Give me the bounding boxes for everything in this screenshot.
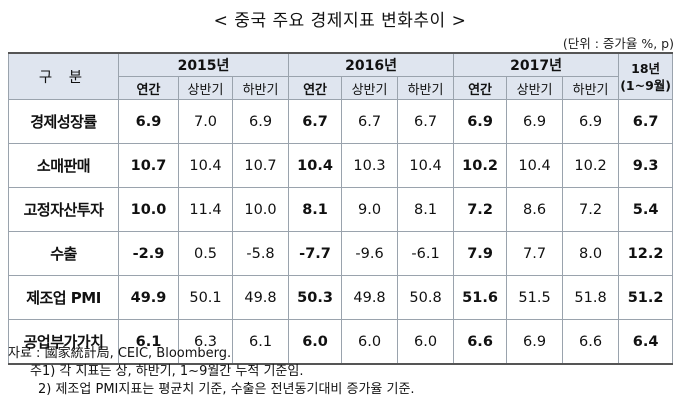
table-cell: 6.3 [178,319,233,365]
table-cell: 7.9 [453,231,508,276]
table-cell: 6.7 [288,99,343,144]
unit-label: (단위 : 증가율 %, p) [562,36,674,51]
header-year: 2017년 [453,52,620,77]
table-cell: 10.3 [341,143,399,188]
table-cell: 6.4 [618,319,674,365]
header-ytd-period: (1~9월) [620,77,671,93]
row-label: 고정자산투자 [8,187,119,232]
table-cell: 51.6 [453,275,508,320]
indicator-table: 구 분 2015년 2016년 2017년 18년 (1~9월) 연간 상반기 … [8,52,674,365]
table-cell: 10.7 [231,143,290,188]
table-cell: 6.6 [562,319,620,365]
table-cell: 49.8 [341,275,399,320]
table-row: 수출 -2.9 0.5 -5.8 -7.7 -9.6 -6.1 7.9 7.7 … [8,231,674,276]
table-cell: 10.4 [288,143,343,188]
table-cell: 49.8 [231,275,290,320]
header-first-half: 상반기 [178,76,233,100]
header-annual: 연간 [288,76,343,100]
table-cell: 7.2 [562,187,620,232]
table-cell: 50.3 [288,275,343,320]
table-cell: 8.0 [562,231,620,276]
table-cell: 7.0 [178,99,233,144]
table-cell: 9.3 [618,143,674,188]
table-cell: 6.7 [397,99,455,144]
table-cell: 6.9 [453,99,508,144]
table-cell: 6.9 [118,99,179,144]
table-cell: 50.1 [178,275,233,320]
source-note: 자료 : 國家統計局, CEIC, Bloomberg. [8,346,232,361]
table-cell: 6.6 [453,319,508,365]
table-cell: 50.8 [397,275,455,320]
table-cell: 6.7 [341,99,399,144]
header-first-half: 상반기 [341,76,399,100]
table-cell: 6.9 [506,319,564,365]
header-second-half: 하반기 [562,76,620,100]
table-cell: 12.2 [618,231,674,276]
header-row-periods: 연간 상반기 하반기 연간 상반기 하반기 연간 상반기 하반기 [9,76,673,100]
table-cell: 7.2 [453,187,508,232]
row-label: 공업부가가치 [8,319,119,365]
table-cell: 10.7 [118,143,179,188]
table-row: 고정자산투자 10.0 11.4 10.0 8.1 9.0 8.1 7.2 8.… [8,187,674,232]
table-cell: 51.2 [618,275,674,320]
table-cell: 6.0 [288,319,343,365]
table-cell: 10.2 [453,143,508,188]
table-cell: 6.0 [341,319,399,365]
header-year: 2015년 [117,52,290,77]
table-cell: 51.8 [562,275,620,320]
table-cell: 0.5 [178,231,233,276]
table-cell: 51.5 [506,275,564,320]
table-cell: 6.9 [506,99,564,144]
table-cell: 6.7 [618,99,674,144]
header-row-years: 구 분 2015년 2016년 2017년 18년 (1~9월) [8,52,674,100]
row-label: 경제성장률 [8,99,119,144]
table-cell: 9.0 [341,187,399,232]
table-cell: 10.0 [231,187,290,232]
table-cell: 8.1 [397,187,455,232]
table-cell: 10.4 [506,143,564,188]
header-second-half: 하반기 [397,76,455,100]
header-year: 2016년 [288,52,455,77]
table-cell: 6.9 [231,99,290,144]
table-cell: 11.4 [178,187,233,232]
header-annual: 연간 [118,76,179,100]
table-cell: 10.2 [562,143,620,188]
table-cell: -6.1 [397,231,455,276]
header-first-half: 상반기 [506,76,564,100]
table-row: 공업부가가치 6.1 6.3 6.1 6.0 6.0 6.0 6.6 6.9 6… [8,319,674,365]
table-row: 소매판매 10.7 10.4 10.7 10.4 10.3 10.4 10.2 … [8,143,674,188]
table-cell: -7.7 [288,231,343,276]
table-cell: -2.9 [118,231,179,276]
table-cell: 6.9 [562,99,620,144]
footnote: 주1) 각 지표는 상, 하반기, 1~9월간 누적 기준임. [30,364,304,379]
header-second-half: 하반기 [231,76,290,100]
header-annual: 연간 [453,76,508,100]
table-cell: -9.6 [341,231,399,276]
row-label: 제조업 PMI [8,275,119,320]
table-cell: 6.0 [397,319,455,365]
footnote: 2) 제조업 PMI지표는 평균치 기준, 수출은 전년동기대비 증가율 기준. [38,382,415,397]
header-ytd-year: 18년 [631,60,661,76]
table-cell: 8.6 [506,187,564,232]
header-gubun: 구 분 [8,52,119,100]
table-cell: 6.1 [118,319,179,365]
table-title: < 중국 주요 경제지표 변화추이 > [213,11,467,31]
table-row: 제조업 PMI 49.9 50.1 49.8 50.3 49.8 50.8 51… [8,275,674,320]
header-ytd: 18년 (1~9월) [618,52,674,100]
row-label: 소매판매 [8,143,119,188]
row-label: 수출 [8,231,119,276]
table-row: 경제성장률 6.9 7.0 6.9 6.7 6.7 6.7 6.9 6.9 6.… [8,99,674,144]
table-cell: 6.1 [231,319,290,365]
table-cell: 5.4 [618,187,674,232]
table-cell: -5.8 [231,231,290,276]
table-cell: 10.4 [397,143,455,188]
table-cell: 7.7 [506,231,564,276]
table-cell: 49.9 [118,275,179,320]
table-cell: 10.0 [118,187,179,232]
table-cell: 10.4 [178,143,233,188]
footnotes: 자료 : 國家統計局, CEIC, Bloomberg. 주1) 각 지표는 상… [8,345,415,399]
table-cell: 8.1 [288,187,343,232]
